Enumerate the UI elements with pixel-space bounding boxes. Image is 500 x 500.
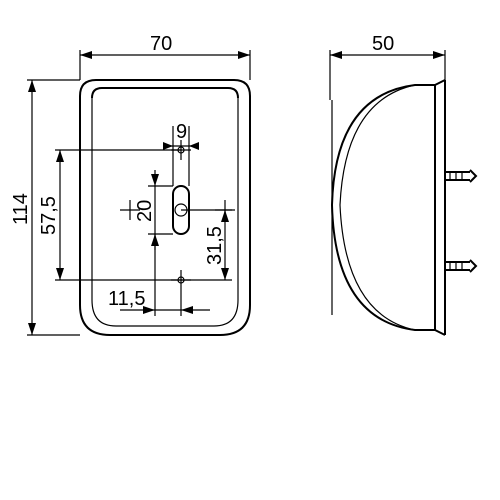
front-view xyxy=(80,80,250,335)
dim-label: 50 xyxy=(372,33,394,55)
dim-label: 11,5 xyxy=(108,288,145,310)
dim-label: 114 xyxy=(10,193,32,225)
dim-label: 20 xyxy=(134,200,156,222)
front-inner-top xyxy=(92,88,238,98)
drawing-canvas: 70 50 114 57,5 20 xyxy=(0,0,500,500)
dim-overall-depth-side: 50 xyxy=(330,33,445,100)
screw-upper xyxy=(445,170,476,182)
side-view xyxy=(332,80,476,335)
dim-label: 9 xyxy=(176,121,187,143)
dim-overall-width-front: 70 xyxy=(80,33,250,80)
dim-label: 31,5 xyxy=(204,226,226,265)
dim-label: 57,5 xyxy=(38,196,60,235)
side-lens-profile xyxy=(332,85,435,330)
dim-pitch-vert: 57,5 xyxy=(38,150,181,280)
dim-offset-horiz: 11,5 xyxy=(108,234,210,316)
front-inner-side-r xyxy=(214,98,238,326)
dim-label: 70 xyxy=(150,33,172,55)
dim-slot-len: 20 xyxy=(134,170,173,250)
screw-lower xyxy=(445,260,476,272)
